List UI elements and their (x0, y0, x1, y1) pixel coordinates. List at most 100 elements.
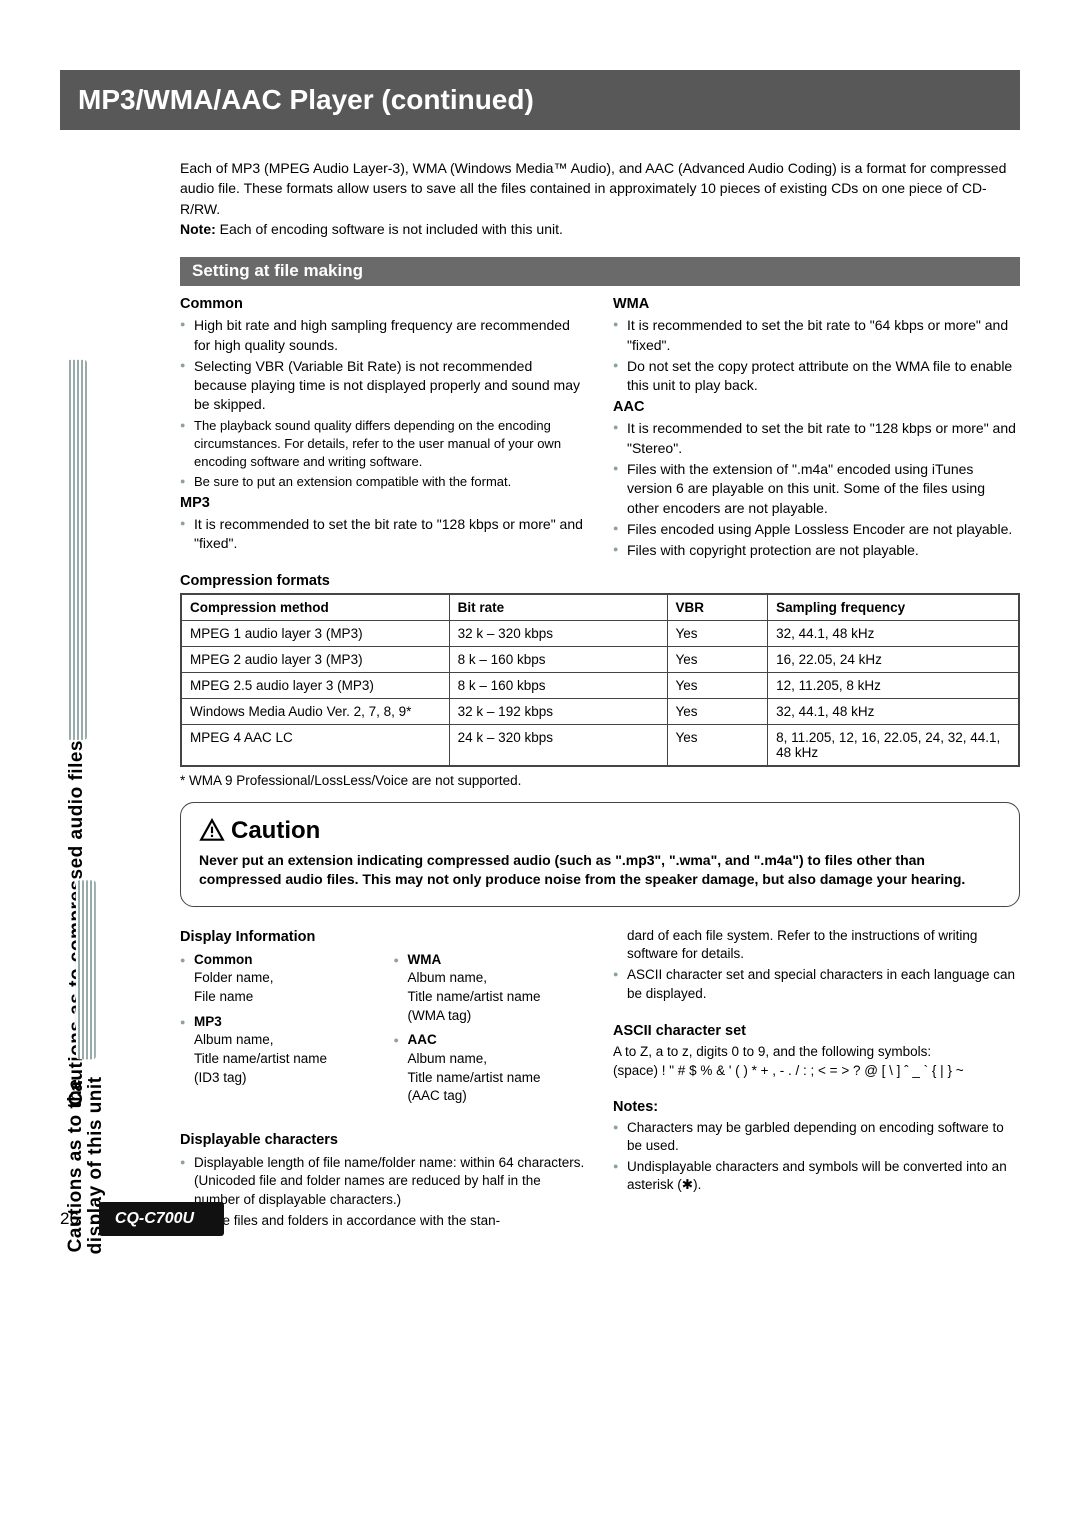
table-row: MPEG 1 audio layer 3 (MP3)32 k – 320 kbp… (181, 620, 1019, 646)
display-col-b: WMA Album name, Title name/artist name (W… (394, 951, 588, 1112)
warning-icon (199, 818, 225, 844)
disp-chars-list: Displayable length of file name/folder n… (180, 1154, 587, 1231)
list-item: Be sure to put an extension compatible w… (180, 473, 587, 491)
model-badge: CQ-C700U (99, 1202, 224, 1236)
table-row: MPEG 4 AAC LC24 k – 320 kbpsYes8, 11.205… (181, 724, 1019, 766)
list-item: WMA Album name, Title name/artist name (W… (394, 951, 588, 1026)
page-number: 26 (60, 1209, 79, 1229)
td: Yes (667, 620, 768, 646)
list-item: Files with the extension of ".m4a" encod… (613, 460, 1020, 518)
th: VBR (667, 594, 768, 621)
ascii-title: ASCII character set (613, 1021, 1020, 1041)
list-item: Selecting VBR (Variable Bit Rate) is not… (180, 357, 587, 415)
ascii-body: A to Z, a to z, digits 0 to 9, and the f… (613, 1043, 1020, 1080)
list-item: ASCII character set and special characte… (613, 966, 1020, 1003)
intro-text: Each of MP3 (MPEG Audio Layer-3), WMA (W… (180, 158, 1020, 239)
list-item: Files with copyright protection are not … (613, 541, 1020, 560)
page-title: MP3/WMA/AAC Player (continued) (60, 70, 1020, 130)
list-item: Files encoded using Apple Lossless Encod… (613, 520, 1020, 539)
list-item: Do not set the copy protect attribute on… (613, 357, 1020, 396)
table-row: Windows Media Audio Ver. 2, 7, 8, 9*32 k… (181, 698, 1019, 724)
list-item: It is recommended to set the bit rate to… (613, 419, 1020, 458)
side-tab-stripes (67, 360, 87, 740)
continuation-text: dard of each file system. Refer to the i… (613, 927, 1020, 964)
list-item: AAC Album name, Title name/artist name (A… (394, 1031, 588, 1106)
list-item: Undisplayable characters and symbols wil… (613, 1158, 1020, 1195)
list-item: Common Folder name, File name (180, 951, 374, 1007)
aac-heading: AAC (613, 397, 1020, 417)
display-item-lines: Album name, Title name/artist name (WMA … (408, 970, 541, 1022)
col-left: Common High bit rate and high sampling f… (180, 292, 587, 562)
side-tab-label: Cautions as to the display of this unit (60, 1059, 112, 1272)
table-row: MPEG 2 audio layer 3 (MP3)8 k – 160 kbps… (181, 646, 1019, 672)
list-item: Name files and folders in accordance wit… (180, 1212, 587, 1231)
list-item: Characters may be garbled depending on e… (613, 1119, 1020, 1156)
td: 32, 44.1, 48 kHz (768, 698, 1019, 724)
th: Sampling frequency (768, 594, 1019, 621)
mp3-list: It is recommended to set the bit rate to… (180, 515, 587, 554)
list-item: Displayable length of file name/folder n… (180, 1154, 587, 1210)
intro-note-label: Note: (180, 221, 216, 237)
td: 12, 11.205, 8 kHz (768, 672, 1019, 698)
list-item: MP3 Album name, Title name/artist name (I… (180, 1013, 374, 1088)
common-list: High bit rate and high sampling frequenc… (180, 316, 587, 490)
pre-list: ASCII character set and special characte… (613, 966, 1020, 1003)
list-item: The playback sound quality differs depen… (180, 417, 587, 471)
td: 8 k – 160 kbps (449, 646, 667, 672)
formats-title: Compression formats (180, 573, 1020, 589)
th: Compression method (181, 594, 449, 621)
display-item-lines: Album name, Title name/artist name (AAC … (408, 1051, 541, 1103)
intro-note-text: Each of encoding software is not include… (220, 221, 563, 237)
td: Windows Media Audio Ver. 2, 7, 8, 9* (181, 698, 449, 724)
td: Yes (667, 672, 768, 698)
th: Bit rate (449, 594, 667, 621)
td: Yes (667, 646, 768, 672)
page-footer: 26 CQ-C700U (60, 1202, 224, 1236)
caution-heading: Caution (231, 817, 320, 845)
caution-box: Caution Never put an extension indicatin… (180, 802, 1020, 907)
display-info-title: Display Information (180, 927, 587, 947)
td: MPEG 2.5 audio layer 3 (MP3) (181, 672, 449, 698)
caution-body: Never put an extension indicating compre… (199, 851, 1001, 890)
aac-list: It is recommended to set the bit rate to… (613, 419, 1020, 560)
display-item-lines: Album name, Title name/artist name (ID3 … (194, 1032, 327, 1084)
wma-heading: WMA (613, 294, 1020, 314)
td: 32 k – 320 kbps (449, 620, 667, 646)
table-header-row: Compression method Bit rate VBR Sampling… (181, 594, 1019, 621)
td: 24 k – 320 kbps (449, 724, 667, 766)
td: MPEG 2 audio layer 3 (MP3) (181, 646, 449, 672)
td: 16, 22.05, 24 kHz (768, 646, 1019, 672)
display-item-label: WMA (408, 952, 442, 967)
common-heading: Common (180, 294, 587, 314)
td: 32 k – 192 kbps (449, 698, 667, 724)
display-info-cols: Common Folder name, File name MP3 Album nam… (180, 951, 587, 1112)
notes-list: Characters may be garbled depending on e… (613, 1119, 1020, 1196)
display-item-label: MP3 (194, 1014, 222, 1029)
display-col-a: Common Folder name, File name MP3 Album nam… (180, 951, 374, 1112)
list-item: High bit rate and high sampling frequenc… (180, 316, 587, 355)
display-item-label: AAC (408, 1032, 437, 1047)
side-tab-stripes (76, 880, 96, 1059)
display-item-label: Common (194, 952, 253, 967)
mp3-heading: MP3 (180, 493, 587, 513)
caution-title: Caution (199, 817, 1001, 845)
col-right: WMA It is recommended to set the bit rat… (613, 292, 1020, 562)
disp-chars-title: Displayable characters (180, 1130, 587, 1150)
setting-header: Setting at file making (180, 257, 1020, 286)
td: MPEG 1 audio layer 3 (MP3) (181, 620, 449, 646)
intro-body: Each of MP3 (MPEG Audio Layer-3), WMA (W… (180, 160, 1006, 217)
wma-list: It is recommended to set the bit rate to… (613, 316, 1020, 395)
td: 8, 11.205, 12, 16, 22.05, 24, 32, 44.1, … (768, 724, 1019, 766)
td: MPEG 4 AAC LC (181, 724, 449, 766)
display-item-lines: Folder name, File name (194, 970, 274, 1004)
list-item: It is recommended to set the bit rate to… (613, 316, 1020, 355)
td: 8 k – 160 kbps (449, 672, 667, 698)
table-row: MPEG 2.5 audio layer 3 (MP3)8 k – 160 kb… (181, 672, 1019, 698)
list-item: It is recommended to set the bit rate to… (180, 515, 587, 554)
td: Yes (667, 724, 768, 766)
td: Yes (667, 698, 768, 724)
td: 32, 44.1, 48 kHz (768, 620, 1019, 646)
formats-table: Compression method Bit rate VBR Sampling… (180, 593, 1020, 767)
notes-title: Notes: (613, 1097, 1020, 1117)
formats-footnote: * WMA 9 Professional/LossLess/Voice are … (180, 773, 1020, 788)
